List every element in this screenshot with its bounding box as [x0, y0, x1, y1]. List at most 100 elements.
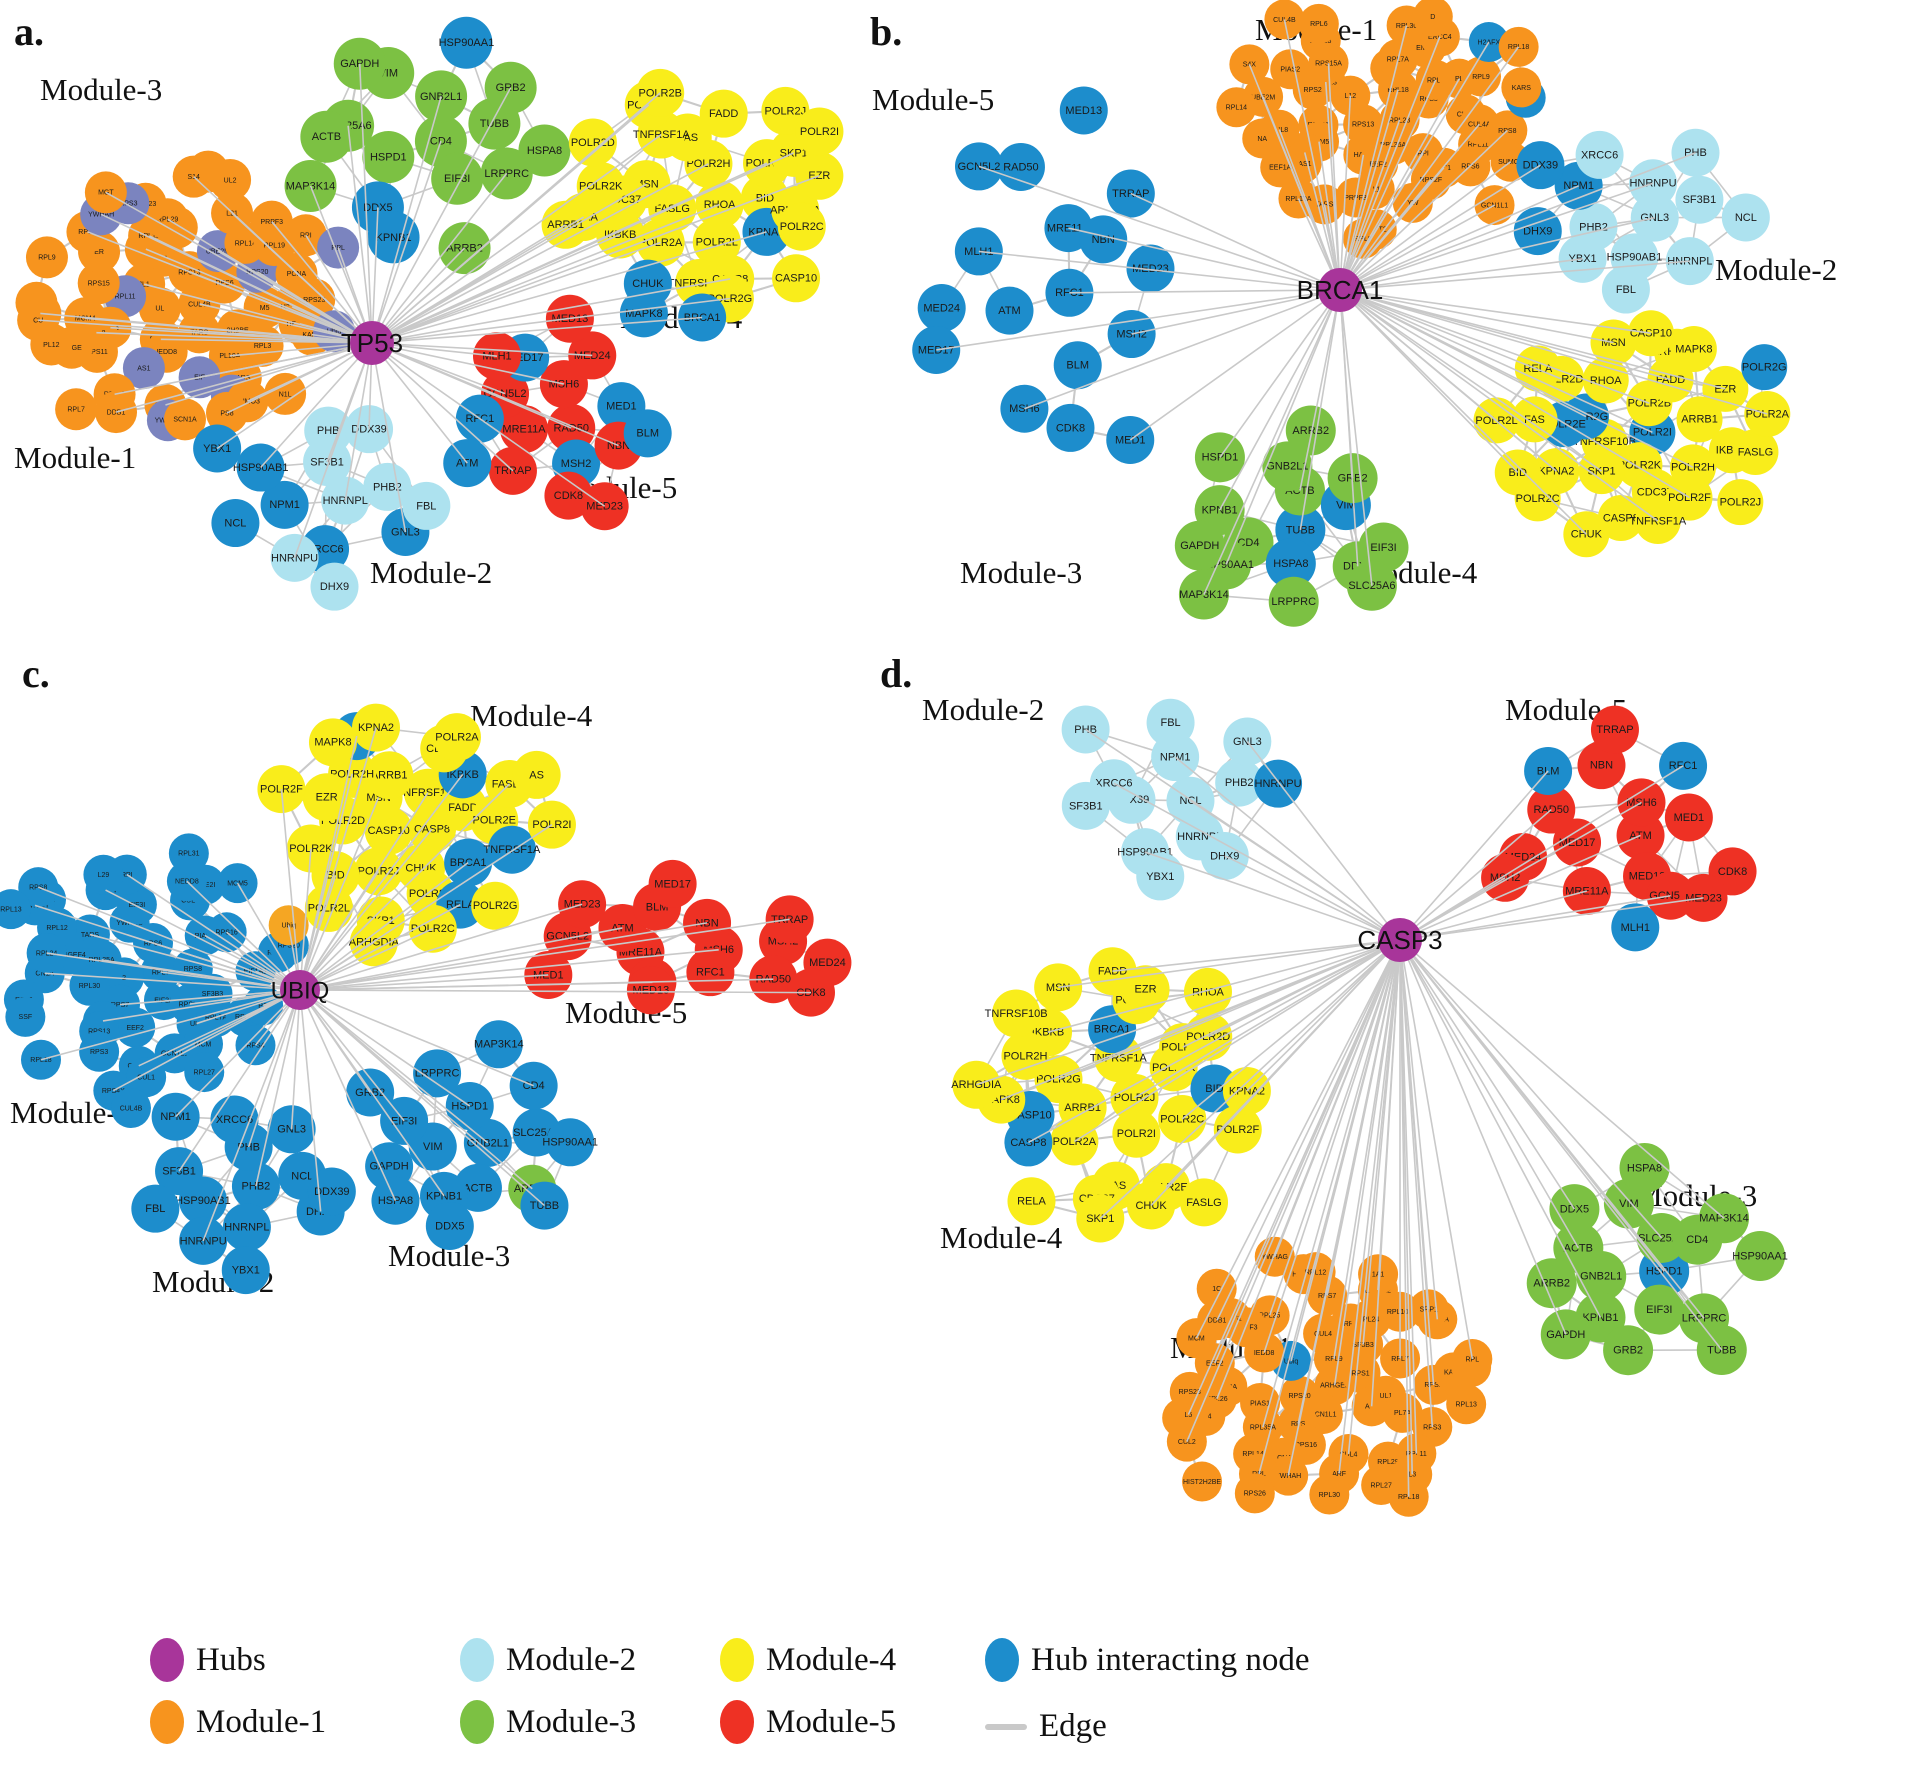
- network-node[interactable]: MED17: [912, 325, 961, 374]
- network-node[interactable]: PHB: [1061, 705, 1110, 754]
- node-circle[interactable]: [527, 800, 576, 849]
- network-node[interactable]: CD4: [509, 1061, 558, 1110]
- network-node[interactable]: RPL12: [1295, 1252, 1336, 1293]
- node-circle[interactable]: [1268, 576, 1319, 627]
- network-node[interactable]: FAS: [1511, 396, 1558, 443]
- network-node[interactable]: [1378, 918, 1422, 962]
- network-node[interactable]: TUBB: [1696, 1324, 1747, 1375]
- node-circle[interactable]: [350, 321, 394, 365]
- node-circle[interactable]: [1136, 852, 1185, 901]
- node-circle[interactable]: [26, 933, 67, 974]
- node-circle[interactable]: [1223, 717, 1272, 766]
- node-circle[interactable]: [1270, 49, 1311, 90]
- node-circle[interactable]: [1590, 705, 1639, 754]
- node-circle[interactable]: [1619, 1142, 1670, 1193]
- node-circle[interactable]: [362, 131, 415, 184]
- node-circle[interactable]: [179, 1216, 228, 1265]
- network-node[interactable]: HSP90AA1: [1732, 1230, 1788, 1281]
- network-node[interactable]: FBL: [1146, 698, 1195, 747]
- network-node[interactable]: POLR2J: [354, 847, 403, 896]
- node-circle[interactable]: [1630, 193, 1679, 242]
- network-node[interactable]: RPL30: [1309, 1474, 1350, 1515]
- network-node[interactable]: BLM: [623, 409, 672, 458]
- node-circle[interactable]: [546, 1118, 595, 1167]
- network-node[interactable]: POLR2G: [1741, 344, 1788, 391]
- network-node[interactable]: MCM5: [217, 863, 258, 904]
- node-circle[interactable]: [1676, 396, 1723, 443]
- node-circle[interactable]: [1553, 818, 1602, 867]
- node-circle[interactable]: [131, 1184, 180, 1233]
- network-node[interactable]: 1C: [1196, 1268, 1237, 1309]
- node-circle[interactable]: [371, 1176, 420, 1225]
- network-node[interactable]: LRPPRC: [1268, 576, 1319, 627]
- node-circle[interactable]: [1254, 759, 1303, 808]
- node-circle[interactable]: [1242, 118, 1283, 159]
- network-node[interactable]: EIF3I: [1358, 522, 1409, 573]
- node-circle[interactable]: [686, 948, 735, 997]
- network-node[interactable]: YBX1: [221, 1246, 270, 1295]
- network-node[interactable]: RFC1: [686, 948, 735, 997]
- network-node[interactable]: D: [1412, 0, 1453, 37]
- node-circle[interactable]: [1378, 918, 1422, 962]
- network-node[interactable]: FBL: [1601, 265, 1650, 314]
- node-circle[interactable]: [473, 332, 522, 381]
- node-circle[interactable]: [1216, 87, 1257, 128]
- network-node[interactable]: AS1: [122, 347, 165, 390]
- network-node[interactable]: MAP3K14: [1699, 1193, 1750, 1244]
- node-circle[interactable]: [302, 773, 351, 822]
- network-node[interactable]: RELA: [1007, 1177, 1056, 1226]
- node-circle[interactable]: [1168, 1394, 1209, 1435]
- network-node[interactable]: MED13: [1059, 86, 1108, 135]
- network-node[interactable]: GNB2L1: [1262, 441, 1313, 492]
- node-circle[interactable]: [317, 226, 360, 269]
- network-node[interactable]: RPL6: [1298, 3, 1339, 44]
- node-circle[interactable]: [1664, 793, 1713, 842]
- node-circle[interactable]: [1611, 903, 1660, 952]
- node-circle[interactable]: [1675, 175, 1724, 224]
- network-node[interactable]: [350, 321, 394, 365]
- node-circle[interactable]: [354, 847, 403, 896]
- network-node[interactable]: GNL3: [1223, 717, 1272, 766]
- node-circle[interactable]: [310, 562, 359, 611]
- network-node[interactable]: RPL13: [0, 889, 31, 930]
- node-circle[interactable]: [431, 152, 484, 205]
- node-circle[interactable]: [25, 236, 68, 279]
- node-circle[interactable]: [122, 347, 165, 390]
- network-node[interactable]: EZR: [302, 773, 351, 822]
- network-node[interactable]: FBL: [402, 481, 451, 530]
- network-node[interactable]: POLR2J: [1717, 479, 1764, 526]
- node-circle[interactable]: [1053, 341, 1102, 390]
- node-circle[interactable]: [1180, 1178, 1229, 1227]
- network-node[interactable]: MED23: [1126, 244, 1175, 293]
- network-node[interactable]: POLR2D: [568, 118, 617, 167]
- network-node[interactable]: POLR2C: [777, 202, 826, 251]
- node-circle[interactable]: [1046, 403, 1095, 452]
- node-circle[interactable]: [1182, 1461, 1223, 1502]
- node-circle[interactable]: [55, 388, 98, 431]
- network-node[interactable]: GRB2: [346, 1068, 395, 1117]
- node-circle[interactable]: [996, 142, 1045, 191]
- network-node[interactable]: SSF: [5, 996, 46, 1037]
- network-node[interactable]: RPL9: [25, 236, 68, 279]
- network-node[interactable]: POLR2F: [1213, 1105, 1262, 1154]
- network-node[interactable]: POLR2A: [432, 713, 481, 762]
- network-node[interactable]: CUL4B: [110, 1088, 151, 1129]
- node-circle[interactable]: [1461, 56, 1502, 97]
- node-circle[interactable]: [509, 1061, 558, 1110]
- node-circle[interactable]: [217, 863, 258, 904]
- network-node[interactable]: RPL13: [1446, 1384, 1487, 1425]
- node-circle[interactable]: [619, 289, 668, 338]
- network-node[interactable]: CASP8: [1597, 495, 1644, 542]
- network-node[interactable]: MAPK8: [1670, 325, 1717, 372]
- node-circle[interactable]: [308, 718, 357, 767]
- node-circle[interactable]: [413, 1049, 462, 1098]
- node-circle[interactable]: [474, 1020, 523, 1069]
- node-circle[interactable]: [1079, 215, 1128, 264]
- network-node[interactable]: YBX1: [1136, 852, 1185, 901]
- node-circle[interactable]: [1721, 193, 1770, 242]
- network-node[interactable]: HIST2H2BE: [1182, 1461, 1223, 1502]
- network-node[interactable]: KARS: [1501, 67, 1542, 108]
- network-node[interactable]: SCN1A: [163, 398, 206, 441]
- node-circle[interactable]: [1059, 86, 1108, 135]
- node-circle[interactable]: [1696, 1324, 1747, 1375]
